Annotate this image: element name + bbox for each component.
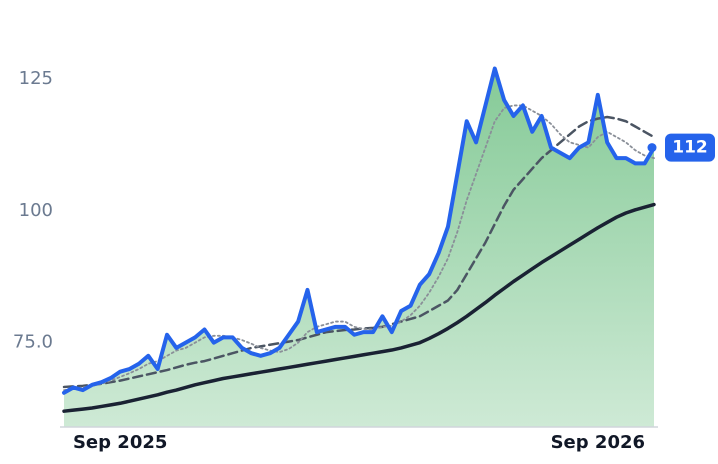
y-tick-label: 100: [19, 200, 53, 221]
y-tick-label: 75.0: [13, 332, 53, 353]
value-badge-label: 112: [672, 138, 708, 158]
area: [64, 68, 654, 428]
last-point: [647, 143, 657, 153]
x-tick-label: Sep 2025: [73, 432, 167, 453]
series-line: [62, 115, 656, 389]
y-tick-label: 125: [19, 68, 53, 89]
value-badge: [665, 133, 715, 162]
x-tick-label: Sep 2026: [551, 432, 645, 453]
series-line: [62, 202, 656, 413]
series-line: [62, 66, 656, 395]
